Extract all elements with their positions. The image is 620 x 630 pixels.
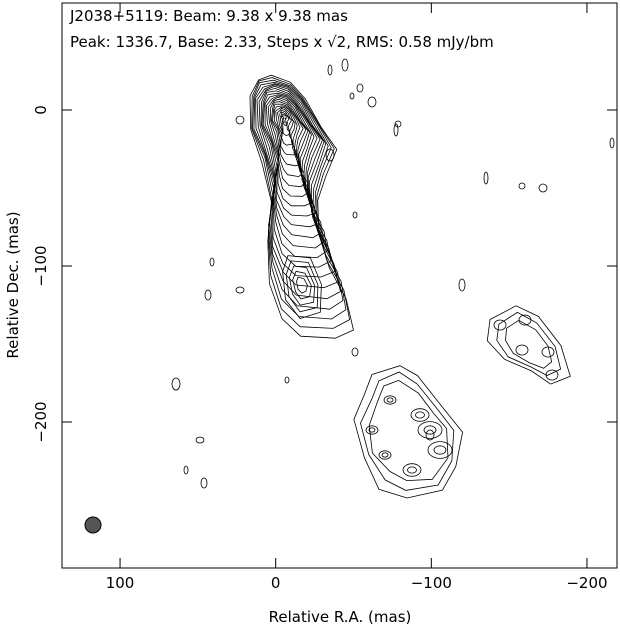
contour	[209, 257, 215, 267]
contour	[407, 466, 417, 474]
x-axis-label: Relative R.A. (mas)	[269, 608, 412, 626]
contour	[415, 411, 425, 419]
contours	[171, 58, 615, 499]
contour	[352, 211, 358, 219]
contour	[368, 427, 376, 433]
y-tick-label: −100	[32, 245, 50, 286]
contour	[496, 311, 562, 376]
contour	[235, 115, 245, 125]
contour	[296, 276, 308, 294]
contour	[279, 109, 295, 146]
contour	[200, 477, 208, 489]
contour	[235, 286, 245, 294]
x-tick-label: −100	[411, 574, 452, 592]
contour	[518, 182, 526, 190]
contour	[282, 255, 322, 319]
contour	[383, 395, 397, 405]
contour	[284, 376, 290, 384]
contour	[365, 425, 379, 435]
contour	[386, 397, 394, 403]
contour	[538, 183, 548, 193]
contour	[417, 421, 443, 439]
contour	[292, 270, 312, 300]
contour	[545, 369, 559, 381]
plot-frame	[61, 2, 618, 569]
chart-title: J2038+5119: Beam: 9.38 x 9.38 mas	[69, 7, 348, 25]
y-axis-label: Relative Dec. (mas)	[4, 211, 22, 358]
contour	[425, 429, 435, 441]
contour	[505, 319, 553, 369]
contour	[486, 305, 571, 385]
contour	[458, 278, 466, 292]
contour	[341, 58, 349, 72]
contour	[325, 148, 335, 162]
contour	[378, 450, 392, 460]
x-tick-label: 0	[271, 574, 281, 592]
contour	[433, 445, 447, 455]
contour	[327, 64, 333, 76]
contour	[195, 436, 205, 444]
chart-subtitle: Peak: 1336.7, Base: 2.33, Steps x √2, RM…	[70, 33, 494, 51]
contour	[410, 408, 430, 422]
y-tick-label: 0	[32, 105, 50, 115]
beam	[84, 516, 102, 534]
contour	[360, 371, 455, 491]
contour	[285, 260, 319, 313]
contour	[393, 123, 399, 137]
contour	[356, 83, 364, 93]
contour	[353, 365, 464, 499]
contour	[609, 137, 615, 149]
contour	[427, 441, 453, 459]
contour	[367, 96, 377, 108]
contour	[183, 465, 189, 475]
contour	[288, 265, 316, 306]
contour	[518, 314, 532, 326]
contour	[515, 344, 529, 356]
contour	[351, 347, 359, 357]
contour	[171, 377, 181, 391]
x-tick-label: 100	[106, 574, 135, 592]
contour	[381, 452, 389, 458]
contour	[483, 171, 489, 185]
contour	[493, 319, 507, 331]
x-tick-label: −200	[566, 574, 607, 592]
contour	[368, 379, 449, 482]
contour	[204, 289, 212, 301]
contour	[349, 92, 355, 100]
contour	[280, 111, 291, 137]
contour	[394, 120, 402, 128]
contour	[402, 463, 422, 477]
contour	[281, 113, 289, 126]
contour	[423, 425, 437, 435]
contour	[276, 107, 298, 156]
y-tick-label: −200	[32, 401, 50, 442]
contour	[541, 346, 555, 358]
